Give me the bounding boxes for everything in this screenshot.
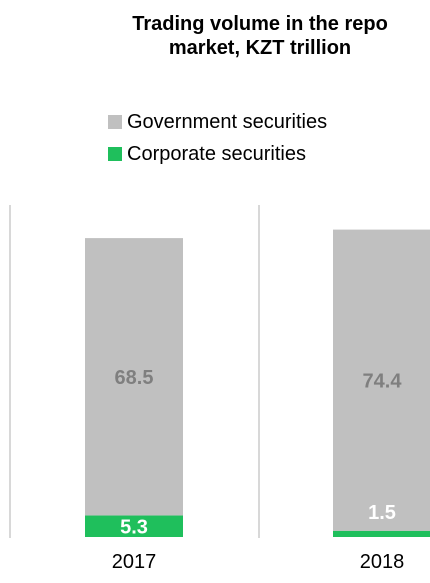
chart-title-line-2: market, KZT trillion [168, 37, 352, 59]
legend-swatch-corporate [108, 147, 122, 161]
x-tick-label-2017: 2017 [112, 551, 157, 573]
bar-government-2017 [85, 238, 183, 516]
data-label-corporate-2018: 1.5 [368, 502, 396, 524]
chart-title-line-1: Trading volume in the repo [132, 13, 388, 35]
bar-corporate-2018 [333, 530, 430, 537]
legend-label-corporate: Corporate securities [127, 143, 306, 165]
bar-government-2018 [333, 229, 430, 531]
chart-legend: Government securities Corporate securiti… [108, 106, 327, 170]
legend-swatch-government [108, 115, 122, 129]
x-tick-label-2018: 2018 [360, 551, 405, 573]
data-label-corporate-2017: 5.3 [120, 516, 148, 538]
chart-title: Trading volume in the repo market, KZT t… [30, 12, 430, 60]
legend-item-corporate: Corporate securities [108, 138, 327, 170]
legend-item-government: Government securities [108, 106, 327, 138]
legend-label-government: Government securities [127, 111, 328, 133]
data-label-government-2018: 74.4 [363, 370, 403, 392]
data-label-government-2017: 68.5 [115, 367, 154, 389]
bar-corporate-2017 [85, 515, 183, 537]
